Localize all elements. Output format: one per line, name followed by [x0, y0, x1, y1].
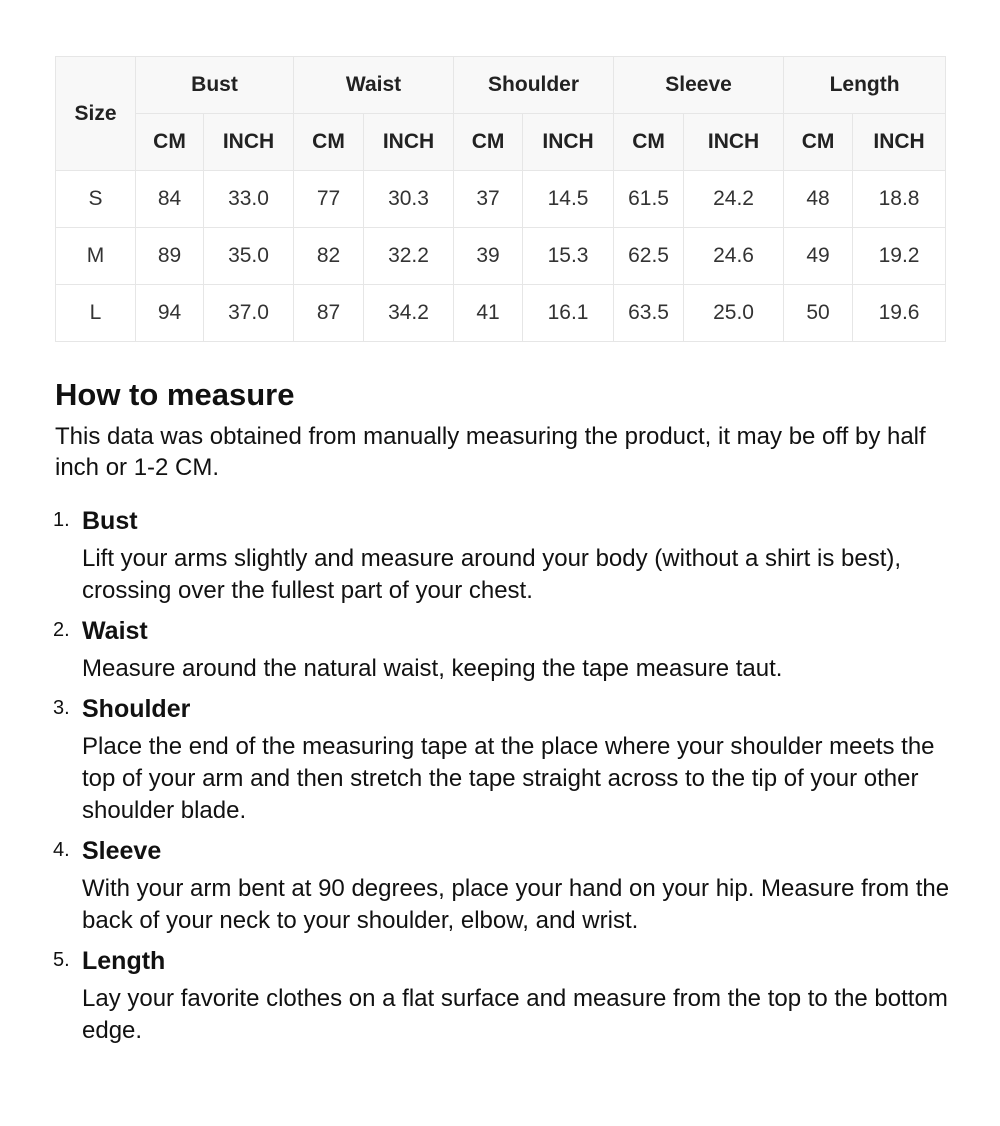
item-description: Measure around the natural waist, keepin… [82, 655, 783, 682]
group-header-sleeve: Sleeve [613, 56, 785, 114]
item-title: Waist [82, 617, 148, 645]
item-number: 1. [53, 509, 70, 531]
list-item: 5. Length Lay your favorite clothes on a f… [53, 943, 955, 1047]
size-cell: S [55, 170, 136, 228]
table-cell: 61.5 [613, 170, 685, 228]
table-cell: 37.0 [202, 284, 295, 342]
table-cell: 24.6 [683, 227, 785, 285]
item-title: Shoulder [82, 695, 191, 723]
item-title: Bust [82, 507, 138, 535]
how-to-measure-section: How to measure This data was obtained fr… [53, 373, 955, 1053]
table-cell: 19.2 [852, 227, 947, 285]
item-number: 4. [53, 839, 70, 861]
size-header: Size [55, 56, 136, 171]
item-number: 2. [53, 619, 70, 641]
size-cell: M [55, 227, 136, 285]
unit-header-inch: INCH [683, 113, 785, 171]
table-cell: 15.3 [522, 227, 615, 285]
unit-header-inch: INCH [852, 113, 947, 171]
measure-list: 1. Bust Lift your arms slightly and measur… [53, 503, 955, 1047]
item-description: With your arm bent at 90 degrees, place … [82, 875, 950, 934]
table-cell: 18.8 [852, 170, 947, 228]
group-header-shoulder: Shoulder [453, 56, 615, 114]
list-item: 2. Waist Measure around the natural waist,… [53, 613, 955, 685]
unit-header-inch: INCH [202, 113, 295, 171]
table-cell: 35.0 [202, 227, 295, 285]
table-cell: 49 [783, 227, 854, 285]
table-cell: 37 [453, 170, 524, 228]
table-row: S 84 33.0 77 30.3 37 14.5 61.5 24.2 48 18.8 [55, 170, 947, 228]
table-cell: 24.2 [683, 170, 785, 228]
table-cell: 62.5 [613, 227, 685, 285]
item-description: Lift your arms slightly and measure arou… [82, 545, 902, 604]
group-header-bust: Bust [134, 56, 295, 114]
unit-header-inch: INCH [522, 113, 615, 171]
table-cell: 84 [135, 170, 204, 228]
unit-header-cm: CM [135, 113, 204, 171]
section-title: How to measure [55, 377, 295, 412]
unit-header-cm: CM [783, 113, 854, 171]
size-cell: L [55, 284, 136, 342]
table-cell: 34.2 [363, 284, 455, 342]
unit-header-cm: CM [453, 113, 524, 171]
table-cell: 94 [135, 284, 204, 342]
table-cell: 14.5 [522, 170, 615, 228]
table-cell: 30.3 [363, 170, 455, 228]
item-title: Length [82, 947, 166, 975]
table-cell: 39 [453, 227, 524, 285]
list-item: 1. Bust Lift your arms slightly and measur… [53, 503, 955, 607]
unit-header-cm: CM [293, 113, 365, 171]
item-number: 5. [53, 949, 70, 971]
table-cell: 25.0 [683, 284, 785, 342]
table-cell: 50 [783, 284, 854, 342]
item-number: 3. [53, 697, 70, 719]
list-item: 4. Sleeve With your arm bent at 90 degrees… [53, 833, 955, 937]
table-cell: 33.0 [202, 170, 295, 228]
table-row: M 89 35.0 82 32.2 39 15.3 62.5 24.6 49 19.2 [55, 227, 947, 285]
table-cell: 19.6 [852, 284, 947, 342]
item-description: Lay your favorite clothes on a flat surf… [82, 985, 948, 1044]
item-title: Sleeve [82, 837, 162, 865]
table-cell: 48 [783, 170, 854, 228]
unit-header-inch: INCH [363, 113, 455, 171]
header-row: Size Bust Waist Shoulder Sleeve Length [55, 56, 947, 171]
unit-row: CM INCH CM INCH CM INCH CM INCH CM INCH [56, 113, 947, 171]
list-item: 3. Shoulder Place the end of the measuring… [53, 691, 955, 827]
unit-header-cm: CM [613, 113, 685, 171]
group-header-waist: Waist [293, 56, 455, 114]
group-header-length: Length [783, 56, 947, 114]
table-cell: 32.2 [363, 227, 455, 285]
table-cell: 41 [453, 284, 524, 342]
table-row: L 94 37.0 87 34.2 41 16.1 63.5 25.0 50 19.6 [55, 284, 947, 342]
table-cell: 16.1 [522, 284, 615, 342]
table-cell: 82 [293, 227, 365, 285]
table-cell: 77 [293, 170, 365, 228]
item-description: Place the end of the measuring tape at t… [82, 733, 935, 824]
table-cell: 87 [293, 284, 365, 342]
table-cell: 89 [135, 227, 204, 285]
size-chart-table: Size Bust Waist Shoulder Sleeve Length CM INCH C… [55, 56, 947, 342]
intro-text: This data was obtained from manually mea… [55, 423, 926, 481]
table-cell: 63.5 [613, 284, 685, 342]
